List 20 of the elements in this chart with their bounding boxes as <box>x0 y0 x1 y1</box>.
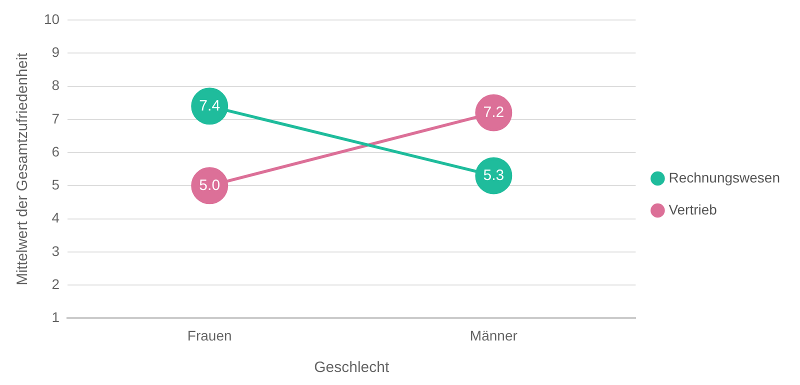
y-tick-label: 8 <box>52 77 60 94</box>
x-tick-label: Männer <box>470 327 518 344</box>
data-label: 5.0 <box>199 176 220 194</box>
y-tick-label: 3 <box>52 242 60 259</box>
y-tick-label: 5 <box>52 176 60 193</box>
legend-label: Vertrieb <box>668 201 718 218</box>
y-tick-label: 9 <box>52 44 60 60</box>
y-axis-title: Mittelwert der Gesamtzufriedenheit <box>14 52 32 286</box>
x-tick-label: Frauen <box>187 327 232 344</box>
y-tick-label: 6 <box>52 143 60 160</box>
data-label: 5.3 <box>483 166 504 184</box>
y-tick-label: 2 <box>52 276 60 292</box>
x-axis-title: Geschlecht <box>314 359 390 376</box>
data-label: 7.2 <box>483 104 504 121</box>
y-tick-label: 1 <box>52 309 60 326</box>
legend-label: Rechnungswesen <box>668 169 780 186</box>
data-label: 7.4 <box>199 97 220 114</box>
y-tick-label: 10 <box>44 10 60 27</box>
y-tick-label: 7 <box>52 110 60 126</box>
y-tick-label: 4 <box>52 210 60 226</box>
